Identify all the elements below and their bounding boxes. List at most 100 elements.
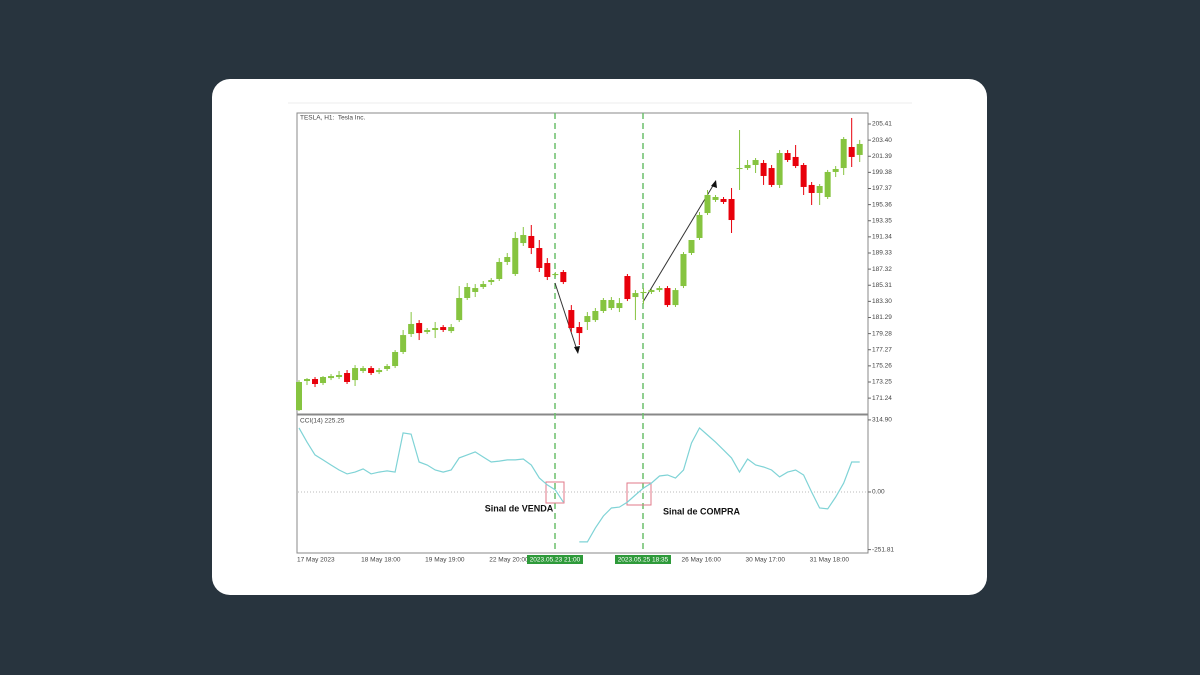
candle-body: [376, 370, 383, 373]
candle-body: [304, 379, 311, 382]
candle-body: [344, 373, 351, 382]
candle-body: [392, 351, 399, 367]
y-tick-label: 0.00: [872, 489, 885, 496]
price-panel: [296, 112, 869, 415]
candle-body: [752, 160, 759, 165]
candle-body: [464, 287, 471, 298]
candle-body: [328, 376, 335, 379]
y-tick-label: 195.36: [872, 201, 892, 208]
candle-body: [296, 381, 302, 411]
y-tick-label: 189.33: [872, 250, 892, 257]
cci-panel: [296, 414, 869, 554]
y-tick-label: 177.27: [872, 346, 892, 353]
y-tick-label: 173.25: [872, 379, 892, 386]
candle-body: [832, 168, 839, 172]
candle-body: [400, 335, 407, 352]
candle-body: [352, 368, 359, 381]
candle-body: [456, 297, 463, 321]
candle-body: [672, 290, 679, 306]
card: [212, 79, 987, 595]
y-tick-label: 183.30: [872, 298, 892, 305]
chart-title: TESLA, H1: Tesla Inc.: [300, 115, 365, 122]
candle-body: [528, 235, 535, 249]
x-tick-label: 18 May 18:00: [361, 557, 401, 564]
candle-body: [744, 164, 751, 169]
candle-body: [768, 168, 775, 185]
candle-body: [544, 263, 551, 277]
sell-arrowhead: [574, 346, 580, 354]
candle-body: [840, 138, 847, 169]
sell-annotation: Sinal de VENDA: [485, 503, 554, 513]
y-tick-label: 201.39: [872, 153, 892, 160]
y-tick-label: 179.28: [872, 330, 892, 337]
candle-body: [624, 276, 631, 300]
y-tick-label: 187.32: [872, 266, 892, 273]
candle-body: [552, 274, 559, 276]
candle-body: [368, 368, 375, 374]
candle-body: [496, 261, 503, 279]
buy-arrow: [642, 183, 715, 303]
y-tick-label: 197.37: [872, 185, 892, 192]
candle-body: [488, 280, 495, 283]
x-tick-label: 19 May 19:00: [425, 557, 465, 564]
buy-signal-box: [626, 482, 652, 506]
candle-body: [520, 235, 527, 244]
crosshair-label-bg: [527, 555, 583, 564]
candle-body: [424, 330, 431, 333]
candle-body: [448, 327, 455, 332]
crosshair-label: 2023.05.25 18:35: [618, 557, 669, 564]
candle-body: [312, 379, 319, 384]
candle-body: [480, 284, 487, 288]
candle-body: [640, 291, 647, 294]
x-tick-label: 30 May 17:00: [746, 557, 786, 564]
y-tick-label: 171.24: [872, 395, 892, 402]
candle-body: [824, 171, 831, 197]
candle-body: [576, 327, 583, 334]
y-tick-label: 314.90: [872, 417, 892, 424]
buy-annotation: Sinal de COMPRA: [663, 506, 741, 516]
candle-body: [680, 254, 687, 287]
x-tick-label: 17 May 2023: [297, 557, 335, 564]
candle-body: [408, 323, 415, 335]
candle-body: [440, 327, 447, 331]
buy-arrowhead: [711, 180, 717, 188]
candle-body: [712, 196, 719, 200]
candle-body: [696, 214, 703, 238]
candle-body: [736, 168, 743, 170]
candle-body: [648, 290, 655, 292]
candle-body: [688, 239, 695, 253]
candle-body: [616, 303, 623, 309]
y-tick-label: 199.38: [872, 169, 892, 176]
y-tick-label: 191.34: [872, 234, 892, 241]
candle-body: [472, 288, 479, 292]
x-tick-label: 26 May 16:00: [681, 557, 721, 564]
candle-body: [728, 199, 735, 221]
x-tick-label: 31 May 18:00: [810, 557, 850, 564]
candle-body: [704, 194, 711, 214]
y-tick-label: 205.41: [872, 121, 892, 128]
candle-body: [336, 375, 343, 378]
candle-body: [416, 323, 423, 334]
candle-body: [664, 288, 671, 306]
sell-signal-box: [545, 481, 565, 504]
candle-body: [560, 272, 567, 283]
y-tick-label: 175.26: [872, 363, 892, 370]
candle-body: [608, 300, 615, 309]
candle-body: [792, 156, 799, 167]
sell-arrow: [554, 282, 578, 351]
cci-line: [298, 426, 860, 543]
candle-body: [800, 164, 807, 187]
candle-body: [848, 147, 855, 157]
candle-body: [360, 368, 367, 371]
crosshair-label-bg: [615, 555, 671, 564]
candle-body: [600, 300, 607, 311]
y-tick-label: 185.31: [872, 282, 892, 289]
candle-body: [592, 310, 599, 321]
candle-body: [432, 328, 439, 331]
x-tick-label: 22 May 20:00: [489, 557, 529, 564]
y-tick-label: 203.40: [872, 137, 892, 144]
candle-body: [816, 186, 823, 193]
candle-body: [776, 153, 783, 185]
